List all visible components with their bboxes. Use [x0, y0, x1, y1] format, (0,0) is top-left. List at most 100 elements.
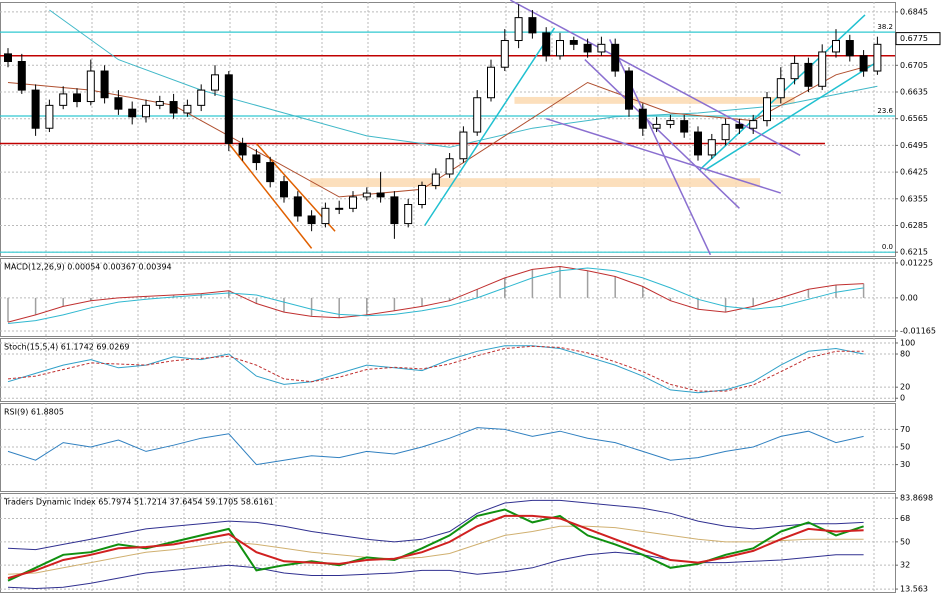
y-tick-label: 0 [900, 394, 905, 403]
histogram-bar [614, 276, 616, 298]
y-tick-label: 0.6355 [900, 194, 928, 203]
indicator-line [7, 345, 864, 392]
candle-body [611, 43, 620, 72]
indicator-line [7, 267, 864, 324]
panel-title: Stoch(15,5,4) 61.1742 69.0269 [4, 343, 130, 352]
indicator-line [7, 551, 864, 590]
panel: 0.01225 0.00 -0.01165 MACD(12,26,9) 0.00054… [0, 258, 936, 337]
histogram-bar [7, 297, 9, 323]
candle-body [528, 17, 537, 34]
histogram-bar [228, 290, 230, 298]
candle-body [17, 60, 26, 91]
candle-body [804, 62, 813, 87]
panel: 0.6845 0.6705 0.6635 0.6565 0.6495 0.6425 0.63… [0, 0, 941, 257]
last-price-box [895, 32, 941, 46]
candle-body [404, 204, 413, 225]
candle-body [542, 32, 551, 57]
candle-body [666, 120, 675, 125]
candle-body [293, 196, 302, 217]
candle-body [128, 108, 137, 118]
histogram-bar [145, 296, 147, 298]
candle-body [45, 104, 54, 129]
y-tick-label: 70 [900, 425, 910, 434]
y-tick-label: 0.6215 [900, 248, 928, 257]
candle-body [487, 66, 495, 99]
candle-body [638, 108, 647, 129]
candle-body [652, 123, 661, 129]
histogram-bar [835, 285, 837, 298]
histogram-bar [752, 297, 754, 307]
y-tick-label: -0.01165 [900, 327, 936, 336]
y-tick-label: 0.00 [900, 293, 918, 302]
y-tick-label: 68 [900, 514, 910, 523]
candle-body [114, 97, 123, 110]
fib-label: 38.2 [877, 23, 893, 31]
candle-body [721, 123, 730, 141]
candle-body [735, 123, 744, 129]
candle-body [376, 192, 385, 198]
candle-body [280, 181, 288, 198]
y-tick-label: 32 [900, 561, 910, 570]
candle-body [625, 70, 633, 110]
candle-body [418, 184, 426, 206]
candle-body [100, 70, 109, 99]
candle-body [873, 43, 882, 72]
candle-body [790, 62, 799, 80]
panel: 100 80 20 0 Stoch(15,5,4) 61.1742 69.0269 [0, 338, 915, 403]
candle-body [680, 120, 689, 133]
candle-body [749, 120, 758, 129]
histogram-bar [448, 297, 451, 301]
zone [514, 96, 795, 104]
histogram-bar [310, 297, 313, 317]
candle-body [776, 78, 785, 99]
histogram-bar [807, 289, 810, 298]
histogram-bar [421, 297, 423, 307]
candle-body [4, 53, 12, 62]
panel: 70 50 30 RSI(9) 61.8805 [0, 403, 910, 492]
candle-body [321, 207, 330, 225]
candle-body [252, 154, 261, 164]
zone [310, 178, 761, 187]
histogram-bar [531, 269, 534, 298]
panel-frame [0, 2, 896, 257]
histogram-bar [862, 283, 865, 298]
candle-body [459, 131, 468, 160]
y-tick-label: 30 [900, 460, 910, 469]
indicator-line [7, 265, 864, 323]
candle-body [349, 196, 357, 209]
histogram-bar [586, 270, 589, 298]
candle-body [73, 93, 81, 103]
y-tick-label: 20 [900, 383, 910, 392]
trendline [509, 0, 801, 156]
y-tick-label: 50 [900, 537, 910, 546]
histogram-bar [393, 297, 396, 311]
panel-title: RSI(9) 61.8805 [4, 408, 64, 417]
y-tick-label: 100 [900, 338, 915, 347]
indicator-line [7, 499, 864, 551]
candle-body [183, 104, 192, 114]
candle-body [556, 40, 564, 57]
candle-body [335, 207, 344, 210]
candle-body [473, 97, 482, 133]
candle-body [224, 74, 233, 144]
candle-body [390, 196, 399, 225]
histogram-bar [559, 266, 561, 298]
y-tick-label: 83.8698 [900, 493, 933, 502]
candle-body [832, 40, 840, 53]
trendline [424, 27, 556, 226]
panel-title: Traders Dynamic Index 65.7974 51.7214 37… [3, 498, 274, 507]
y-tick-label: 0.6495 [900, 141, 928, 150]
candle-body [694, 131, 702, 156]
histogram-bar [34, 297, 37, 315]
candle-body [859, 55, 868, 72]
panel-frame [0, 338, 896, 402]
y-tick-label: 0.6845 [900, 7, 928, 16]
histogram-bar [724, 297, 727, 313]
candle-body [845, 40, 854, 57]
candle-body [169, 101, 178, 114]
candle-body [431, 173, 440, 186]
indicator-line [7, 345, 864, 394]
trendline [584, 59, 740, 209]
y-tick-label: 0.6425 [900, 168, 928, 177]
